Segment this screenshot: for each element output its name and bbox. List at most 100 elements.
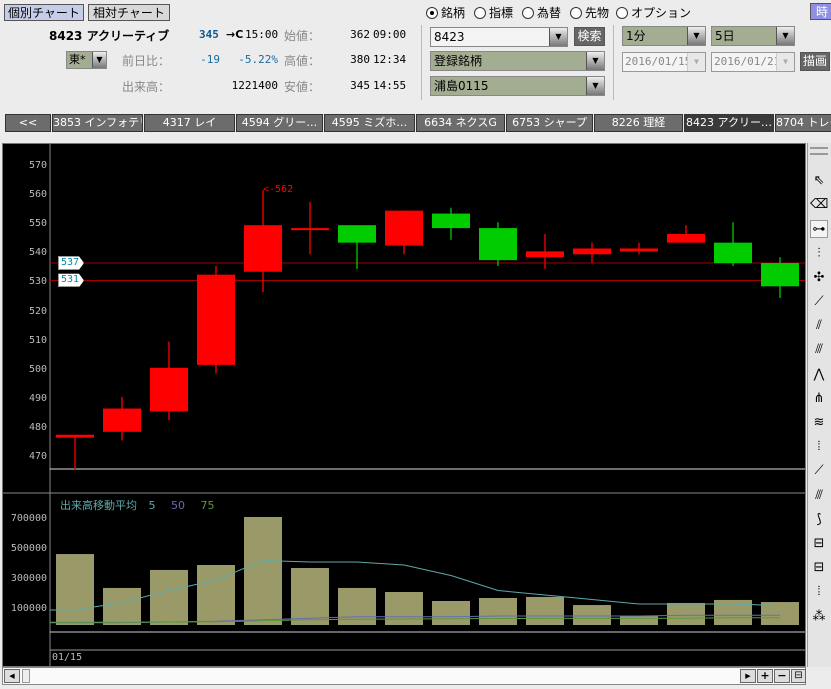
radio-indicator[interactable]: 指標: [474, 4, 513, 21]
watchlist-select[interactable]: 登録銘柄 ▼: [430, 51, 605, 71]
candle-body: [620, 248, 658, 252]
symbol-value: 8423: [434, 30, 465, 44]
fibonacci-fan-icon[interactable]: ⫻: [815, 342, 823, 358]
stock-code-name: 8423 アクリーティブ: [49, 29, 170, 43]
ma5-line: [50, 559, 781, 611]
stock-tab[interactable]: 8704 トレー: [775, 114, 831, 132]
price-tick-label: 560: [28, 189, 47, 201]
change-value: -19: [200, 53, 220, 66]
volume-bar: [573, 605, 611, 625]
eraser-icon[interactable]: ⌫: [810, 197, 829, 213]
ma75-label: 75: [200, 499, 215, 512]
scroll-thumb[interactable]: [22, 669, 30, 683]
candle-body: [244, 225, 282, 272]
stock-tab[interactable]: 4594 グリー…: [236, 114, 323, 132]
zoom-out-button[interactable]: −: [774, 669, 790, 683]
interval-select[interactable]: 1分 ▼: [622, 26, 706, 46]
reset-zoom-button[interactable]: ⊟: [791, 669, 806, 683]
volume-value: 1221400: [231, 79, 278, 92]
parallel-line-icon[interactable]: ⫽: [816, 318, 822, 334]
candle-body: [714, 242, 752, 264]
candle-body: [573, 248, 611, 255]
stock-tab[interactable]: 8226 理経: [594, 114, 683, 132]
hline-label[interactable]: 531: [58, 273, 84, 288]
high-annotation: <-562: [263, 184, 294, 196]
level-3-icon[interactable]: ⊟: [813, 536, 825, 551]
chart-area[interactable]: 出来高移動平均 5 50 75 01/15 537 531 570 560 550 540…: [2, 143, 806, 667]
relative-chart-button[interactable]: 相対チャート: [88, 4, 170, 21]
price-tick-label: 570: [28, 160, 47, 171]
stock-tab[interactable]: 4595 ミズホ…: [324, 114, 415, 132]
volume-ma-title: 出来高移動平均: [60, 499, 137, 512]
tabs-prev-button[interactable]: <<: [5, 114, 51, 132]
close-arrow: →C: [226, 28, 244, 41]
list-value: 浦島0115: [434, 79, 489, 93]
volume-bar: [150, 569, 188, 625]
volume-bar: [479, 598, 517, 625]
radio-forex[interactable]: 為替: [522, 4, 561, 21]
radio-circle-icon: [474, 6, 486, 19]
to-date-input[interactable]: 2016/01/21 ▼: [711, 52, 795, 72]
radio-circle-icon: [522, 6, 534, 19]
volume-tick-label: 100000: [10, 603, 47, 614]
zoom-in-button[interactable]: +: [757, 669, 773, 683]
span-select[interactable]: 5日 ▼: [711, 26, 795, 46]
hline-label[interactable]: 537: [58, 256, 84, 271]
stock-tab[interactable]: 4317 レイ: [144, 114, 235, 132]
radio-futures[interactable]: 先物: [570, 4, 609, 21]
radio-options[interactable]: オプション: [616, 4, 691, 21]
horizontal-scrollbar[interactable]: ◀ ▶ + − ⊟: [2, 667, 806, 685]
date-label: 01/15: [52, 652, 83, 663]
radio-stock[interactable]: 銘柄: [426, 4, 465, 21]
fan-line-icon[interactable]: ⋀: [813, 366, 825, 382]
vertical-line-icon[interactable]: ⫶: [817, 245, 821, 261]
radio-label: 銘柄: [441, 6, 466, 20]
price-tick-label: 480: [28, 421, 47, 433]
radio-label: 指標: [489, 6, 514, 20]
channel-icon[interactable]: ⫻: [815, 487, 823, 503]
gann-icon[interactable]: ≋: [813, 415, 825, 430]
trendline-icon[interactable]: ⟋: [814, 294, 824, 309]
candle-body: [479, 228, 517, 261]
horizontal-line-icon[interactable]: ⊶: [810, 220, 828, 239]
zigzag-icon[interactable]: ⟆: [816, 511, 822, 527]
pitchfork-icon[interactable]: ⋔: [813, 390, 825, 406]
stock-tab[interactable]: 8423 アクリー…: [684, 114, 774, 132]
scroll-left-button[interactable]: ◀: [4, 669, 20, 683]
symbol-input[interactable]: 8423 ▼: [430, 27, 568, 47]
ma50-label: 50: [171, 499, 185, 512]
stock-tab[interactable]: 3853 インフォテリ: [52, 114, 143, 132]
chart-svg: [3, 144, 805, 666]
radio-circle-icon: [616, 6, 628, 19]
time-lines-icon[interactable]: ⦙: [817, 584, 821, 600]
draw-button[interactable]: 描画: [800, 52, 830, 71]
stock-tab[interactable]: 6634 ネクスG: [416, 114, 505, 132]
crosshair-icon[interactable]: ✣: [813, 269, 825, 285]
time-button[interactable]: 時: [810, 3, 831, 20]
open-value: 362: [350, 28, 370, 41]
toolbar-grip[interactable]: [810, 147, 828, 155]
volume-bar: [103, 587, 141, 625]
multi-point-icon[interactable]: ⁂: [812, 608, 826, 624]
cursor-icon[interactable]: ⇖: [813, 173, 825, 188]
level-4-icon[interactable]: ⊟: [813, 560, 825, 576]
scroll-right-button[interactable]: ▶: [740, 669, 756, 683]
change-label: 前日比：: [122, 54, 171, 68]
cycle-lines-icon[interactable]: ⦙: [817, 439, 821, 455]
list-select[interactable]: 浦島0115 ▼: [430, 76, 605, 96]
volume-bar: [432, 601, 470, 625]
volume-label: 出来高：: [122, 80, 171, 94]
from-date-input[interactable]: 2016/01/15 ▼: [622, 52, 706, 72]
price-tick-label: 510: [28, 334, 47, 346]
volume-bar: [244, 517, 282, 625]
stock-tab[interactable]: 6753 シャープ: [506, 114, 593, 132]
market-select[interactable]: 東* ▼: [66, 51, 107, 69]
price-tick-label: 500: [28, 363, 47, 375]
low-time: 14:55: [373, 79, 407, 92]
candle-body: [667, 233, 705, 243]
span-value: 5日: [715, 29, 735, 43]
search-button[interactable]: 検索: [574, 27, 605, 46]
individual-chart-button[interactable]: 個別チャート: [4, 4, 84, 21]
chevron-down-icon: ▼: [776, 53, 794, 71]
ray-line-icon[interactable]: ⟋: [814, 463, 824, 479]
